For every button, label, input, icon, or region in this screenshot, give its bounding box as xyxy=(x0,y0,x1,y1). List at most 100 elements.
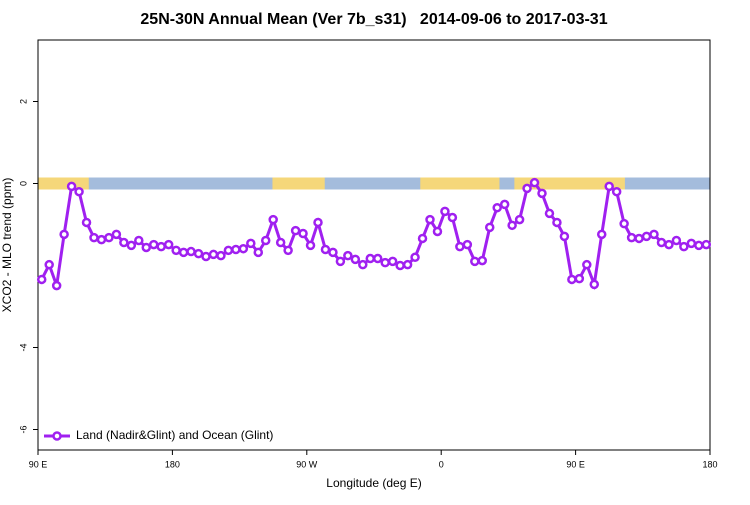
point xyxy=(246,238,256,249)
point xyxy=(537,188,547,199)
point xyxy=(380,257,390,268)
point xyxy=(216,250,226,261)
point xyxy=(81,217,92,228)
point xyxy=(596,229,607,240)
point xyxy=(477,255,488,266)
point xyxy=(119,237,129,248)
point xyxy=(260,235,271,246)
point xyxy=(626,232,637,243)
land-segment xyxy=(272,177,325,190)
y-tick-label: 0 xyxy=(18,181,28,186)
point xyxy=(649,229,659,240)
y-tick-label: 2 xyxy=(18,99,28,104)
chart-title: 25N-30N Annual Mean (Ver 7b_s31) 2014-09… xyxy=(140,11,607,28)
point xyxy=(320,244,331,255)
x-tick-label: 90 E xyxy=(566,459,585,469)
point xyxy=(425,214,435,225)
point xyxy=(559,231,570,242)
point xyxy=(522,183,532,194)
legend-marker xyxy=(52,431,62,441)
point xyxy=(66,181,77,192)
point xyxy=(455,241,465,252)
y-axis-label: XCO2 - MLO trend (ppm) xyxy=(0,178,14,313)
point xyxy=(253,247,264,258)
point xyxy=(163,239,174,250)
point xyxy=(664,239,674,250)
point xyxy=(611,186,622,197)
point xyxy=(410,252,420,263)
point xyxy=(171,245,181,256)
point xyxy=(402,259,413,270)
point xyxy=(544,208,555,219)
point xyxy=(193,248,204,259)
point xyxy=(268,214,278,225)
point xyxy=(36,274,47,285)
land-segment xyxy=(514,177,625,190)
point xyxy=(89,232,99,243)
point xyxy=(156,241,166,252)
point xyxy=(641,231,652,242)
point xyxy=(365,253,376,264)
point xyxy=(44,259,54,270)
point xyxy=(305,240,316,251)
point xyxy=(582,259,592,270)
x-tick-label: 90 E xyxy=(29,459,48,469)
point xyxy=(552,217,562,228)
point xyxy=(111,229,122,240)
point xyxy=(313,217,323,228)
point xyxy=(529,177,540,188)
point xyxy=(298,228,308,239)
legend-label: Land (Nadir&Glint) and Ocean (Glint) xyxy=(76,428,273,442)
point xyxy=(141,242,152,253)
point xyxy=(589,279,600,290)
point xyxy=(283,245,293,256)
point xyxy=(208,249,219,260)
point xyxy=(59,229,69,240)
point xyxy=(470,256,480,267)
point xyxy=(701,239,712,250)
point xyxy=(514,214,525,225)
x-tick-label: 90 W xyxy=(296,459,318,469)
point xyxy=(358,259,368,270)
point xyxy=(656,237,667,248)
point xyxy=(499,199,510,210)
x-axis-label: Longitude (deg E) xyxy=(326,476,421,490)
point xyxy=(290,225,301,236)
point xyxy=(238,243,249,254)
point xyxy=(275,237,286,248)
y-tick-label: -4 xyxy=(18,343,28,351)
point xyxy=(186,246,196,257)
point xyxy=(417,233,428,244)
point xyxy=(492,202,502,213)
point xyxy=(440,206,450,217)
point xyxy=(134,235,144,246)
point xyxy=(679,241,689,252)
point xyxy=(343,250,353,261)
point xyxy=(328,247,338,258)
series-line xyxy=(40,180,707,291)
x-tick-label: 180 xyxy=(702,459,717,469)
point xyxy=(51,280,62,291)
point xyxy=(574,273,585,284)
point xyxy=(372,253,383,264)
point xyxy=(96,234,107,245)
point xyxy=(694,240,704,251)
point xyxy=(335,256,346,267)
point xyxy=(387,256,398,267)
point xyxy=(671,235,682,246)
point xyxy=(201,251,211,262)
point xyxy=(104,232,114,243)
land-segment xyxy=(420,177,500,190)
point xyxy=(231,244,241,255)
point xyxy=(148,239,159,250)
point xyxy=(447,212,458,223)
y-tick-label: -6 xyxy=(18,425,28,433)
point xyxy=(686,238,697,249)
x-tick-label: 0 xyxy=(439,459,444,469)
point xyxy=(619,218,629,229)
point xyxy=(223,245,234,256)
point xyxy=(604,181,614,192)
point xyxy=(432,226,443,237)
point xyxy=(634,233,644,244)
